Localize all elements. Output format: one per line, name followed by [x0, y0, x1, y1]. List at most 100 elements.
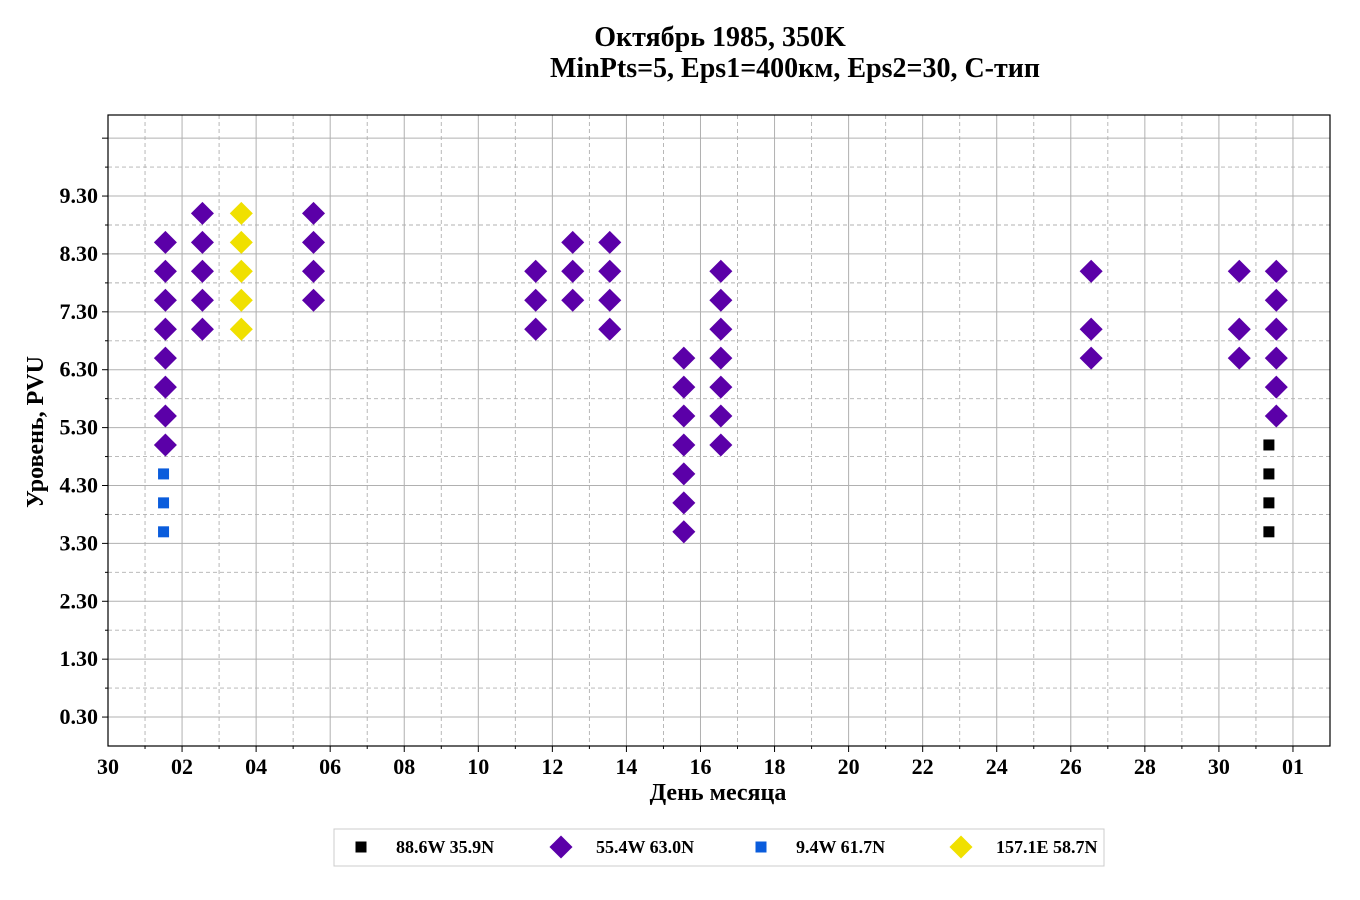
y-tick-label: 1.30: [60, 646, 99, 671]
x-tick-label: 06: [319, 754, 341, 779]
data-point: [190, 230, 214, 254]
x-tick-label: 02: [171, 754, 193, 779]
x-tick-label: 30: [97, 754, 119, 779]
x-tick-label: 04: [245, 754, 267, 779]
x-tick-label: 28: [1134, 754, 1156, 779]
plot-area-frame: [107, 114, 1331, 747]
data-point: [1227, 259, 1251, 283]
axis-ticks: 30 02 04 06 08 10 12 14 16 18 20 22 24 26 28 30 01 0.30 1.…: [60, 137, 1304, 779]
data-point: [672, 375, 696, 399]
data-point: [524, 288, 548, 312]
data-point: [709, 346, 733, 370]
data-point: [1227, 317, 1251, 341]
data-point: [709, 404, 733, 428]
legend-label: 9.4W 61.7N: [796, 837, 885, 857]
data-point: [158, 497, 170, 509]
data-point: [709, 375, 733, 399]
x-tick-label: 01: [1282, 754, 1304, 779]
data-point: [153, 404, 177, 428]
legend-marker: [949, 835, 973, 859]
y-tick-label: 8.30: [60, 241, 99, 266]
x-tick-label: 12: [541, 754, 563, 779]
chart-title-line2: MinPts=5, Eps1=400км, Eps2=30, С-тип: [550, 53, 1040, 84]
data-point: [1264, 375, 1288, 399]
data-point: [561, 259, 585, 283]
data-point: [229, 259, 253, 283]
data-point: [672, 404, 696, 428]
legend: 88.6W 35.9N 55.4W 63.0N 9.4W 61.7N 157.1E 5…: [333, 828, 1105, 867]
data-point: [229, 317, 253, 341]
x-tick-label: 16: [689, 754, 711, 779]
data-point: [1264, 346, 1288, 370]
data-point: [301, 259, 326, 283]
legend-label: 55.4W 63.0N: [596, 837, 694, 857]
data-point: [598, 230, 622, 254]
data-point: [1264, 288, 1288, 312]
data-point: [1264, 259, 1288, 283]
data-point: [229, 201, 253, 225]
legend-marker: [549, 835, 573, 859]
data-point: [598, 259, 622, 283]
data-point: [709, 259, 733, 283]
legend-box: [333, 828, 1105, 867]
x-tick-label: 26: [1060, 754, 1082, 779]
data-point: [1079, 259, 1103, 283]
data-point: [229, 230, 253, 254]
data-point: [1263, 439, 1275, 451]
data-point: [672, 491, 696, 515]
legend-marker: [355, 841, 367, 853]
data-point: [709, 433, 733, 457]
data-point: [1264, 404, 1288, 428]
data-point: [598, 288, 622, 312]
y-tick-label: 6.30: [60, 357, 99, 382]
data-point: [190, 288, 214, 312]
data-point: [524, 259, 548, 283]
x-tick-label: 18: [764, 754, 786, 779]
x-tick-label: 30: [1208, 754, 1230, 779]
data-point: [672, 520, 696, 544]
data-point: [190, 259, 214, 283]
data-point: [153, 433, 177, 457]
data-point: [229, 288, 253, 312]
data-point: [158, 526, 170, 538]
x-tick-label: 10: [467, 754, 489, 779]
grid: [108, 115, 1330, 746]
data-point: [153, 346, 177, 370]
data-points: [153, 201, 1288, 544]
x-tick-label: 20: [838, 754, 860, 779]
y-tick-label: 4.30: [60, 472, 99, 497]
data-point: [709, 288, 733, 312]
data-point: [709, 317, 733, 341]
data-point: [561, 230, 585, 254]
legend-label: 157.1E 58.7N: [996, 837, 1098, 857]
data-point: [1263, 497, 1275, 509]
data-point: [153, 375, 177, 399]
data-point: [301, 230, 326, 254]
legend-marker: [755, 841, 767, 853]
y-tick-label: 5.30: [60, 415, 99, 440]
y-tick-label: 3.30: [60, 530, 99, 555]
data-point: [1264, 317, 1288, 341]
data-point: [190, 317, 214, 341]
data-point: [153, 317, 177, 341]
data-point: [158, 468, 170, 480]
y-axis-label: Уровень, PVU: [23, 356, 49, 508]
data-point: [301, 288, 326, 312]
data-point: [153, 288, 177, 312]
x-axis-label: День месяца: [650, 780, 787, 806]
x-tick-label: 22: [912, 754, 934, 779]
chart-title-line1: Октябрь 1985, 350K: [594, 22, 846, 53]
data-point: [672, 462, 696, 486]
data-point: [524, 317, 548, 341]
x-tick-label: 08: [393, 754, 415, 779]
x-tick-label: 14: [615, 754, 637, 779]
data-point: [561, 288, 585, 312]
data-point: [1263, 468, 1275, 480]
y-tick-label: 2.30: [60, 588, 99, 613]
legend-label: 88.6W 35.9N: [396, 837, 494, 857]
data-point: [1263, 526, 1275, 538]
data-point: [598, 317, 622, 341]
data-point: [672, 346, 696, 370]
data-point: [1227, 346, 1251, 370]
